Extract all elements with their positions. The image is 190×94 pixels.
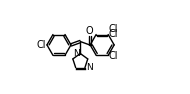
Text: Cl: Cl <box>36 40 46 50</box>
Text: Cl: Cl <box>109 24 119 34</box>
Text: N: N <box>73 49 79 58</box>
Text: O: O <box>86 26 93 36</box>
Text: Cl: Cl <box>109 51 119 61</box>
Text: Cl: Cl <box>109 29 119 39</box>
Text: N: N <box>86 63 93 72</box>
